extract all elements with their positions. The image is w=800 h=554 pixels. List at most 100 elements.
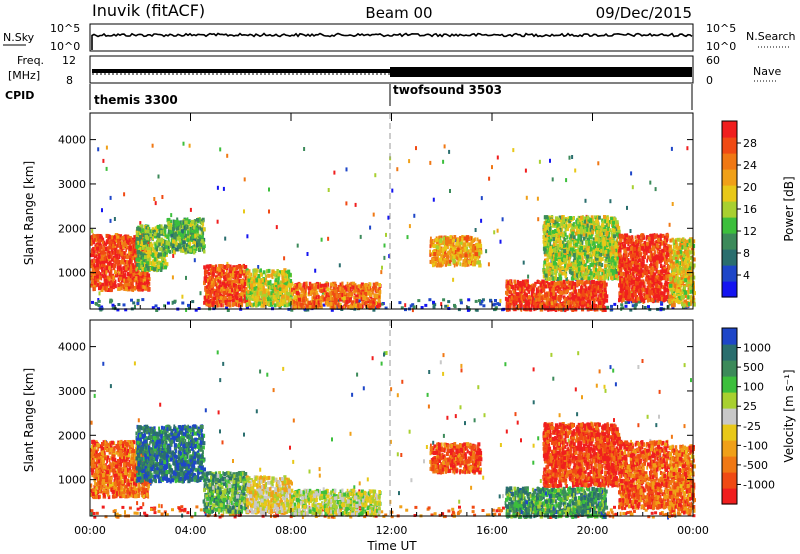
power-echo-cell [601,289,603,294]
power-echo-cell [136,262,139,267]
power-speckle [170,213,173,218]
power-echo-cell [461,237,464,242]
power-echo-cell [267,281,271,286]
power-echo-cell [523,291,526,296]
power-echo-cell [468,260,472,265]
power-ground-cell [482,304,486,308]
power-speckle [654,187,657,192]
power-echo-cell [152,236,154,241]
power-echo-cell [546,301,550,306]
power-echo-cell [218,276,221,281]
power-echo-cell [302,305,305,310]
power-echo-cell [578,282,580,287]
power-echo-cell [363,292,368,296]
power-echo-cell [591,285,593,290]
power-echo-cell [274,285,278,289]
power-echo-cell [110,274,114,279]
power-echo-cell [541,294,545,299]
power-speckle [222,186,225,191]
freq-frame [89,55,694,84]
power-echo-cell [307,300,311,305]
power-echo-cell [170,230,173,235]
power-echo-cell [540,289,543,294]
power-echo-cell [368,289,371,294]
power-echo-cell [202,241,205,246]
power-echo-cell [355,299,359,303]
power-echo-cell [519,297,523,302]
power-echo-cell [185,249,189,254]
freq-panel: Freq. [MHz] 12 8 60 0 Nave [8,54,781,87]
power-echo-cell [308,290,310,295]
power-echo-cell [104,279,108,283]
power-echo-cell [526,301,531,306]
power-ground-cell [562,308,565,312]
power-echo-cell [294,285,298,290]
power-echo-cell [271,269,275,274]
power-echo-cell [505,282,509,287]
power-echo-cell [114,260,118,265]
power-echo-cell [108,277,111,282]
power-echo-cell [247,289,250,294]
power-echo-cell [202,244,206,249]
power-echo-cell [155,252,159,257]
power-echo-cell [196,243,199,248]
power-echo-cell [194,237,197,242]
power-echo-cell [144,240,147,245]
power-echo-cell [433,244,437,248]
power-echo-cell [122,274,126,279]
power-echo-cell [525,293,528,298]
power-echo-cell [252,279,256,284]
power-echo-cell [451,252,454,257]
power-echo-cell [298,283,302,288]
power-echo-cell [262,285,265,290]
power-echo-cell [516,292,520,297]
power-echo-cell [119,276,123,281]
nsky-tick-top: 10^5 [50,22,80,35]
power-echo-cell [474,252,479,257]
power-echo-cell [364,283,368,287]
power-echo-cell [167,241,171,246]
power-echo-cell [194,241,197,246]
power-echo-cell [172,222,175,227]
power-echo-cell [248,291,252,296]
power-echo-cell [350,305,355,310]
power-echo-cell [522,295,526,300]
power-echo-cell [153,263,156,267]
power-echo-cell [461,262,465,267]
power-echo-cell [167,225,171,230]
power-speckle [629,229,632,233]
power-speckle [381,265,383,270]
power-echo-cell [108,235,111,239]
power-echo-cell [528,289,531,294]
power-echo-cell [577,304,581,309]
power-echo-cell [130,240,134,245]
power-echo-cell [569,251,572,256]
power-ground-cell [398,301,402,305]
power-echo-cell [590,280,593,285]
power-speckle [338,263,341,268]
power-echo-cell [92,246,96,251]
power-echo-cell [583,289,587,294]
power-echo-cell [432,244,435,248]
power-echo-cell [258,278,261,283]
power-echo-cell [430,236,432,241]
power-echo-cell [114,234,116,239]
power-echo-cell [253,274,257,279]
power-echo-cell [324,290,327,295]
power-speckle [161,195,164,199]
power-echo-cell [90,235,94,240]
power-echo-cell [585,293,589,298]
power-echo-cell [142,260,146,265]
power-echo-cell [140,278,143,282]
power-echo-cell [184,218,188,223]
power-echo-cell [372,282,377,287]
power-echo-cell [255,278,258,283]
power-echo-cell [243,299,247,304]
power-echo-cell [246,276,249,281]
power-echo-cell [109,235,113,240]
power-echo-cell [116,235,120,240]
power-echo-cell [154,243,157,248]
power-echo-cell [145,264,148,268]
power-echo-cell [216,269,218,274]
power-echo-cell [104,253,106,258]
